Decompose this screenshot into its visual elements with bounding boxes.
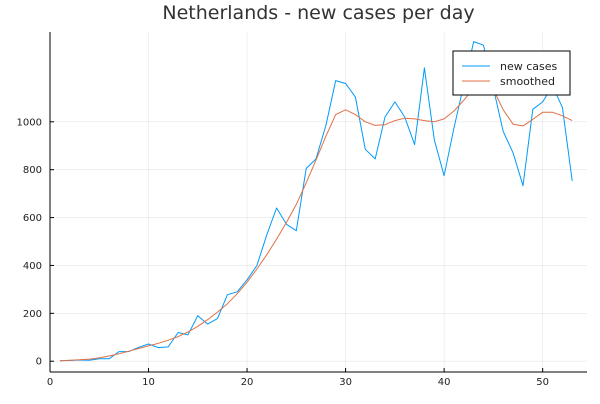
legend-label: smoothed [500,75,555,88]
tick-labels: 0 10 20 30 40 50 0 200 400 600 800 1000 [17,117,549,388]
y-tick-label: 800 [23,165,42,176]
y-tick-label: 1000 [17,117,42,128]
x-tick-label: 10 [142,377,155,388]
legend: new cases smoothed [452,50,571,96]
y-tick-label: 400 [23,261,42,272]
x-tick-label: 50 [536,377,549,388]
y-tick-label: 600 [23,213,42,224]
legend-label: new cases [500,60,558,73]
legend-box [452,50,571,96]
x-tick-label: 20 [241,377,254,388]
y-tick-label: 200 [23,309,42,320]
x-tick-label: 0 [47,377,53,388]
x-tick-label: 40 [438,377,451,388]
chart-title: Netherlands - new cases per day [162,2,474,24]
y-tick-label: 0 [36,357,42,368]
axes [49,32,587,373]
x-tick-label: 30 [339,377,352,388]
series-line-smoothed [59,80,573,362]
